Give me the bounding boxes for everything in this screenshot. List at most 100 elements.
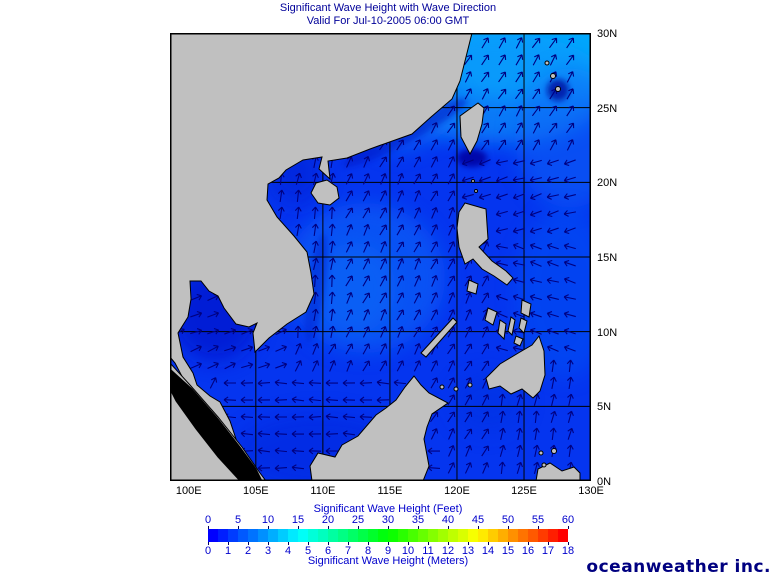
chart-title: Significant Wave Height with Wave Direct… xyxy=(178,2,598,28)
wave-arrow xyxy=(546,227,559,235)
wave-arrow xyxy=(363,155,371,168)
wave-arrow xyxy=(532,410,540,424)
wave-arrow xyxy=(363,223,371,236)
land-bohol xyxy=(513,335,524,347)
wave-arrow xyxy=(563,328,576,335)
meter-tickmark-6 xyxy=(328,542,329,545)
colorbar-cell-11m xyxy=(428,529,438,542)
wave-arrow xyxy=(380,240,388,253)
wave-arrow xyxy=(396,139,405,151)
wave-arrow xyxy=(481,445,490,457)
wave-direction-arrows xyxy=(173,37,576,475)
wave-arrow xyxy=(362,343,371,355)
wave-arrow xyxy=(495,176,508,184)
feet-tickmark-35 xyxy=(418,526,419,529)
feet-tick-25: 25 xyxy=(351,514,365,526)
land-sangihe-islet-3 xyxy=(551,448,557,454)
wave-arrow xyxy=(312,172,319,185)
wave-arrow xyxy=(345,326,354,338)
wave-arrow xyxy=(430,258,439,270)
wave-arrow xyxy=(294,360,303,372)
wave-arrow xyxy=(240,379,254,387)
wave-arrow xyxy=(329,325,336,338)
wave-arrow xyxy=(379,360,388,372)
wave-arrow xyxy=(563,243,576,250)
wave-arrow xyxy=(546,210,559,218)
colorbar-cell-8m xyxy=(368,529,378,542)
wave-arrow xyxy=(566,105,575,117)
wave-arrow xyxy=(397,172,405,185)
land-cebu xyxy=(507,316,516,337)
meter-tickmark-7 xyxy=(348,542,349,545)
wave-arrow xyxy=(498,461,506,475)
wave-arrow xyxy=(447,105,456,117)
wave-arrow xyxy=(550,410,557,423)
land-ryukyu-islet-2 xyxy=(550,73,556,79)
land-ryukyu-islet-3 xyxy=(555,86,561,92)
wave-arrow xyxy=(464,54,473,66)
wave-arrow xyxy=(427,447,441,455)
wave-arrow xyxy=(530,259,542,267)
wave-arrow xyxy=(414,275,422,287)
wave-arrow xyxy=(566,88,575,100)
wave-arrow xyxy=(325,396,339,404)
meter-tick-12: 12 xyxy=(441,545,455,557)
meter-tickmark-11 xyxy=(428,542,429,545)
wave-arrow xyxy=(512,328,525,335)
wave-arrow xyxy=(461,159,474,167)
wave-arrow xyxy=(241,327,254,335)
wave-arrow xyxy=(447,360,456,372)
lat-label-30N: 30N xyxy=(597,28,618,40)
wave-arrow xyxy=(413,241,422,253)
wave-arrow xyxy=(566,71,575,83)
wave-arrow xyxy=(546,176,559,183)
wave-arrow xyxy=(447,462,456,474)
colorbar-cell-13.5m xyxy=(478,529,488,542)
wave-arrow xyxy=(311,223,319,237)
wave-arrow xyxy=(481,292,490,304)
wave-arrow xyxy=(430,139,439,151)
wave-arrow xyxy=(499,410,506,424)
meter-tick-1: 1 xyxy=(224,545,232,557)
wave-arrow xyxy=(430,377,439,389)
colorbar-cell-16.5m xyxy=(538,529,548,542)
wave-arrow xyxy=(549,105,558,117)
wave-arrow xyxy=(274,447,288,455)
lon-label-130E: 130E xyxy=(578,485,604,497)
oceanweather-logo: oceanweather inc. xyxy=(586,557,771,577)
wave-arrow xyxy=(498,54,507,66)
wave-arrow xyxy=(413,309,422,321)
wave-arrow xyxy=(529,242,542,250)
wave-arrow xyxy=(397,190,405,202)
wave-arrow xyxy=(396,292,405,304)
wave-arrow xyxy=(498,105,507,117)
land-hainan xyxy=(310,179,340,206)
wave-arrow xyxy=(566,359,574,373)
feet-tickmark-40 xyxy=(448,526,449,529)
feet-tick-15: 15 xyxy=(291,514,305,526)
colorbar-cell-13m xyxy=(468,529,478,542)
wave-arrow xyxy=(379,275,388,287)
feet-tickmark-50 xyxy=(508,526,509,529)
wave-arrow xyxy=(546,311,559,318)
wave-arrow xyxy=(328,206,336,220)
wave-arrow xyxy=(515,71,524,83)
wave-arrow xyxy=(497,88,507,100)
wave-arrow xyxy=(294,206,302,220)
meter-tick-0: 0 xyxy=(204,545,212,557)
wave-arrow xyxy=(342,430,356,438)
land-peninsula-black-patch xyxy=(213,434,239,462)
wave-arrow xyxy=(431,274,439,287)
wave-arrow xyxy=(464,462,473,474)
wave-arrow xyxy=(308,413,322,421)
wave-arrow xyxy=(240,396,254,404)
wave-arrow xyxy=(430,326,439,338)
wave-arrow xyxy=(495,345,508,352)
meter-tick-14: 14 xyxy=(481,545,495,557)
wave-arrow xyxy=(447,411,456,423)
wave-arrow xyxy=(223,396,237,404)
wave-arrow xyxy=(312,240,319,253)
wave-arrow xyxy=(291,413,305,421)
wave-arrow xyxy=(529,277,542,284)
shade-pacific-east xyxy=(515,208,591,378)
